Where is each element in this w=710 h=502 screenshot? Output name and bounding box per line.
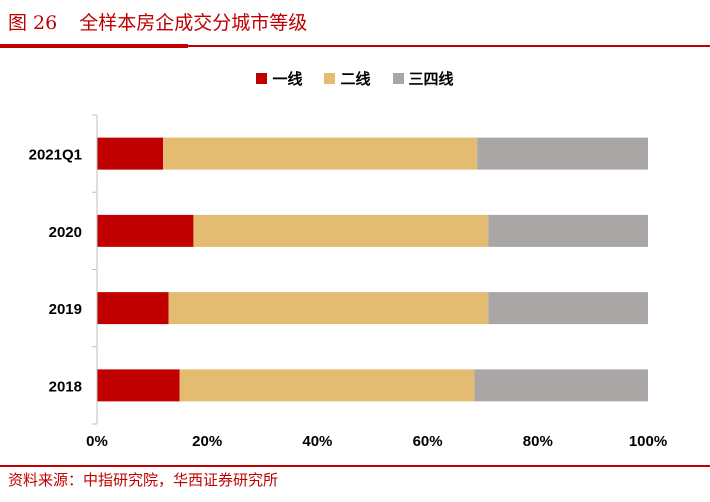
bar-2019-series-0 [97,292,169,325]
stacked-bar-chart: 2021Q1 2020 2019 2018 0% 20% 40% 60% 80% 100% [29,114,667,450]
bar-2021q1-series-0 [97,137,164,170]
figure-number: 图 26 [8,12,58,34]
legend-swatch-tier3 [392,73,404,84]
x-tick-label: 100% [629,433,667,450]
legend-label-tier3: 三四线 [408,70,454,88]
x-tick-label: 0% [86,433,108,450]
x-tick-label: 80% [523,433,553,450]
legend-item-tier3: 三四线 [392,68,454,89]
x-tick-label: 40% [302,433,332,450]
bar-2020-series-2 [488,214,648,247]
bar-2020-series-0 [97,214,194,247]
figure-title-text: 全样本房企成交分城市等级 [79,12,308,34]
source-rule [0,465,710,467]
title-rule-accent [0,44,188,48]
category-label-2021q1: 2021Q1 [29,147,82,164]
category-label-2019: 2019 [49,301,82,318]
bar-2019-series-2 [488,292,648,325]
legend-item-tier2: 二线 [324,68,371,89]
figure-title: 图 26 全样本房企成交分城市等级 [8,6,307,40]
bar-2021q1-series-2 [477,137,648,170]
bar-2019-series-1 [168,292,489,325]
bar-2020-series-1 [193,214,489,247]
bar-2018-series-1 [179,369,475,402]
bar-2018-series-2 [474,369,648,402]
bar-2018-series-0 [97,369,180,402]
legend-swatch-tier2 [324,73,336,84]
chart-legend: 一线 二线 三四线 [0,68,710,89]
legend-label-tier2: 二线 [340,70,371,88]
title-rule [0,45,710,47]
legend-label-tier1: 一线 [272,70,303,88]
legend-swatch-tier1 [256,73,268,84]
x-tick-label: 20% [192,433,222,450]
x-tick-label: 60% [413,433,443,450]
bar-2021q1-series-1 [163,137,478,170]
category-label-2018: 2018 [49,378,82,395]
legend-item-tier1: 一线 [256,68,302,89]
source-note: 资料来源：中指研究院，华西证券研究所 [8,471,279,489]
category-label-2020: 2020 [49,224,82,241]
